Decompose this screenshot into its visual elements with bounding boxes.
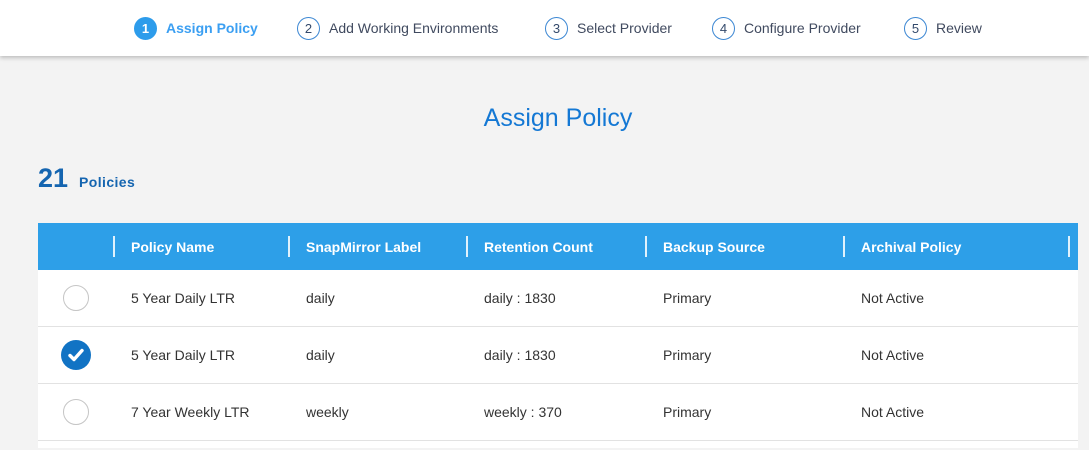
header-cell-policy-name: Policy Name	[113, 223, 288, 270]
cell-archival-policy: Not Active	[861, 404, 925, 420]
wizard-steps-bar: 1 Assign Policy 2 Add Working Environmen…	[0, 0, 1089, 56]
cell-policy-name: 5 Year Daily LTR	[131, 347, 236, 363]
step-select-provider[interactable]: 3 Select Provider	[545, 0, 672, 56]
table-row[interactable]: 5 Year Daily LTR daily daily : 1830 Prim…	[38, 270, 1078, 327]
table-row[interactable]: 7 Year Weekly LTR weekly weekly : 370 Pr…	[38, 384, 1078, 441]
step-label: Assign Policy	[166, 20, 258, 36]
step-number-badge: 5	[904, 16, 927, 40]
header-cell-select	[38, 223, 113, 270]
step-label: Review	[936, 20, 982, 36]
step-review[interactable]: 5 Review	[904, 0, 982, 56]
cell-snapmirror-label: daily	[306, 290, 335, 306]
table-row-partial[interactable]	[38, 441, 1078, 448]
cell-policy-name: 7 Year Weekly LTR	[131, 404, 250, 420]
step-assign-policy[interactable]: 1 Assign Policy	[134, 0, 258, 56]
step-number-badge: 4	[712, 16, 735, 40]
step-configure-provider[interactable]: 4 Configure Provider	[712, 0, 861, 56]
cell-retention-count: daily : 1830	[484, 347, 556, 363]
header-cell-backup-source: Backup Source	[645, 223, 843, 270]
page-title: Assign Policy	[483, 104, 633, 132]
radio-unselected-icon[interactable]	[62, 399, 89, 425]
cell-retention-count: weekly : 370	[484, 404, 562, 420]
policies-count-label: Policies	[79, 174, 136, 190]
header-cell-archival-policy: Archival Policy	[843, 223, 1078, 270]
step-number-badge: 1	[134, 16, 157, 40]
cell-backup-source: Primary	[663, 290, 712, 306]
header-cell-retention-count: Retention Count	[466, 223, 645, 270]
cell-archival-policy: Not Active	[861, 290, 925, 306]
checkmark-icon[interactable]	[60, 340, 91, 370]
step-number-badge: 3	[545, 16, 568, 40]
cell-backup-source: Primary	[663, 404, 712, 420]
table-header-row: Policy Name SnapMirror Label Retention C…	[38, 223, 1078, 270]
step-label: Configure Provider	[744, 20, 861, 36]
step-add-working-environments[interactable]: 2 Add Working Environments	[297, 0, 498, 56]
policies-table: Policy Name SnapMirror Label Retention C…	[38, 223, 1078, 448]
cell-backup-source: Primary	[663, 347, 712, 363]
header-cell-snapmirror-label: SnapMirror Label	[288, 223, 466, 270]
table-row[interactable]: 5 Year Daily LTR daily daily : 1830 Prim…	[38, 327, 1078, 384]
cell-archival-policy: Not Active	[861, 347, 925, 363]
cell-snapmirror-label: weekly	[306, 404, 349, 420]
policies-count-number: 21	[38, 163, 69, 193]
policies-count: 21 Policies	[38, 163, 135, 194]
cell-snapmirror-label: daily	[306, 347, 335, 363]
step-label: Select Provider	[577, 20, 672, 36]
cell-retention-count: daily : 1830	[484, 290, 556, 306]
radio-unselected-icon[interactable]	[62, 285, 89, 311]
cell-policy-name: 5 Year Daily LTR	[131, 290, 236, 306]
step-number-badge: 2	[297, 16, 320, 40]
step-label: Add Working Environments	[329, 20, 499, 36]
